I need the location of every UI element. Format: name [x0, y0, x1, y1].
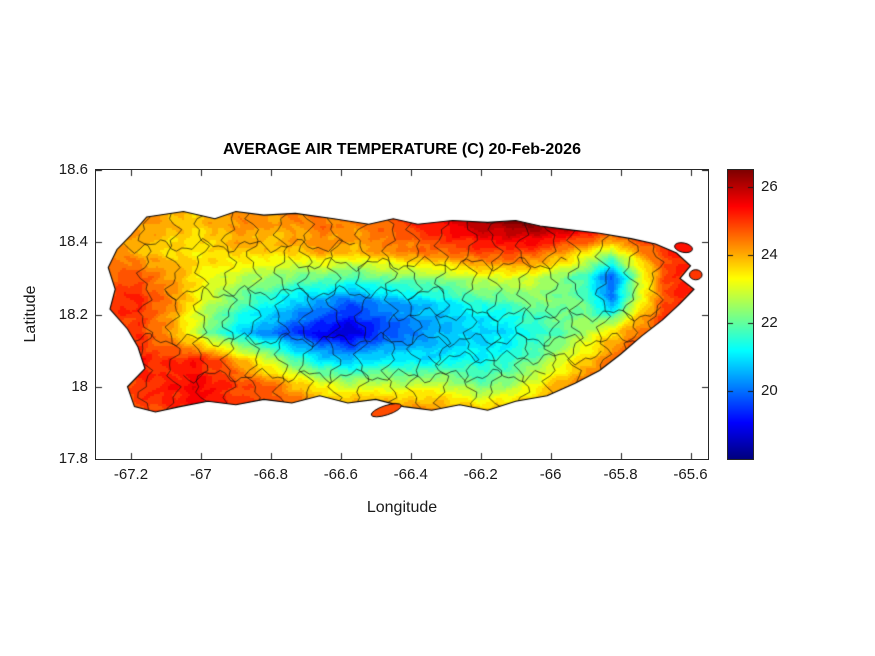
y-tick-label: 18.2 [58, 305, 88, 323]
temperature-map-canvas [96, 170, 708, 459]
colorbar [727, 169, 754, 460]
colorbar-tick-label: 20 [761, 382, 778, 399]
y-tick-label: 18 [71, 377, 88, 395]
plot-area [95, 169, 709, 460]
x-tick-label: -66 [539, 466, 562, 483]
colorbar-tick-label: 22 [761, 314, 778, 331]
x-tick-label: -65.8 [603, 466, 638, 483]
colorbar-gradient-canvas [728, 170, 753, 459]
x-tick-label: -66.2 [463, 466, 498, 483]
x-tick-label: -66.8 [253, 466, 288, 483]
x-tick-label: -67 [190, 466, 212, 483]
x-tick-label: -66.4 [393, 466, 428, 483]
colorbar-tick-label: 24 [761, 246, 778, 263]
y-tick-label: 18.6 [58, 161, 88, 178]
x-axis-label: Longitude [366, 499, 438, 516]
y-tick-label: 18.4 [58, 233, 88, 251]
y-tick-label: 17.8 [58, 450, 88, 467]
x-tick-label: -65.6 [673, 466, 708, 483]
chart-title: AVERAGE AIR TEMPERATURE (C) 20-Feb-2026 [223, 141, 581, 158]
x-tick-label: -66.6 [323, 466, 358, 483]
colorbar-tick-label: 26 [761, 178, 778, 195]
x-tick-label: -67.2 [113, 466, 149, 483]
